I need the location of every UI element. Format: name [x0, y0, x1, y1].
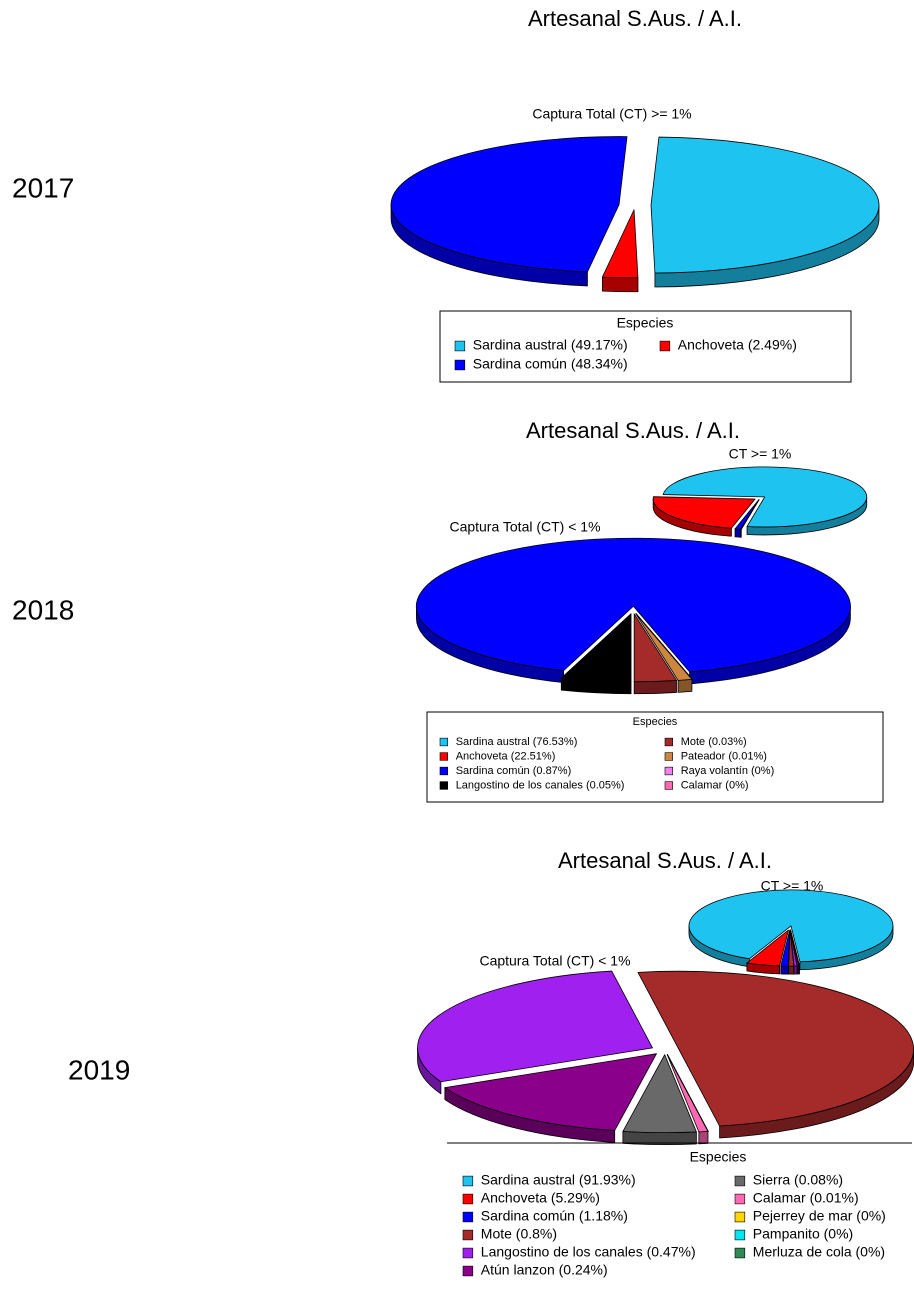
slice-side	[634, 680, 676, 693]
chart-title: Artesanal S.Aus. / A.I.	[528, 6, 742, 31]
legend-swatch	[665, 767, 673, 775]
legend-label: Raya volantín (0%)	[681, 765, 775, 777]
legend-swatch	[455, 360, 465, 370]
legend-swatch	[665, 782, 673, 790]
legend-label: Sardina austral (76.53%)	[456, 736, 578, 748]
legend-label: Sardina común (1.18%)	[481, 1208, 628, 1224]
legend-label: Pateador (0.01%)	[681, 750, 767, 762]
legend-label: Anchoveta (2.49%)	[678, 337, 797, 353]
legend-label: Anchoveta (5.29%)	[481, 1190, 600, 1206]
legend-label: Sardina común (48.34%)	[473, 356, 628, 372]
legend-swatch	[735, 1212, 745, 1222]
legend-swatch	[660, 341, 670, 351]
legend-swatch	[665, 738, 673, 746]
legend-label: Sardina austral (49.17%)	[473, 337, 628, 353]
detail-title: Captura Total (CT) < 1%	[449, 519, 600, 535]
legend-label: Sardina austral (91.93%)	[481, 1172, 636, 1188]
slice-side	[602, 277, 638, 292]
legend-label: Atún lanzon (0.24%)	[481, 1262, 608, 1278]
legend-swatch	[440, 753, 448, 761]
slice-side	[794, 966, 797, 974]
legend-label: Sierra (0.08%)	[753, 1172, 843, 1188]
legend-swatch	[735, 1194, 745, 1204]
year-label: 2017	[12, 172, 74, 203]
chart-title: Artesanal S.Aus. / A.I.	[526, 418, 740, 443]
legend-label: Calamar (0%)	[681, 779, 749, 791]
legend-swatch	[463, 1266, 473, 1276]
legend-label: Langostino de los canales (0.05%)	[456, 779, 625, 791]
legend-swatch	[665, 753, 673, 761]
legend-label: Mote (0.03%)	[681, 736, 747, 748]
chart-title: Artesanal S.Aus. / A.I.	[558, 848, 772, 873]
legend-swatch	[455, 341, 465, 351]
slice	[416, 538, 850, 672]
legend-label: Pampanito (0%)	[753, 1226, 853, 1242]
legend-label: Sardina común (0.87%)	[456, 765, 572, 777]
year-label: 2019	[68, 1054, 130, 1085]
legend-swatch	[735, 1248, 745, 1258]
legend-swatch	[735, 1230, 745, 1240]
legend-swatch	[463, 1230, 473, 1240]
legend-swatch	[440, 738, 448, 746]
legend-swatch	[463, 1194, 473, 1204]
legend-title: Especies	[690, 1149, 747, 1165]
pie-title: CT >= 1%	[729, 446, 792, 462]
slice-side	[781, 966, 789, 974]
slice-side	[735, 529, 740, 537]
legend-label: Merluza de cola (0%)	[753, 1244, 885, 1260]
legend-swatch	[735, 1176, 745, 1186]
legend-label: Langostino de los canales (0.47%)	[481, 1244, 696, 1260]
legend-label: Mote (0.8%)	[481, 1226, 557, 1242]
detail-title: Captura Total (CT) < 1%	[479, 953, 630, 969]
legend-title: Especies	[617, 315, 674, 331]
legend-swatch	[440, 782, 448, 790]
legend-label: Calamar (0.01%)	[753, 1190, 859, 1206]
slice-side	[699, 1131, 708, 1143]
legend-swatch	[463, 1212, 473, 1222]
legend-swatch	[463, 1248, 473, 1258]
year-label: 2018	[12, 594, 74, 625]
slice-side	[678, 679, 692, 692]
slice-side	[789, 966, 794, 974]
legend-label: Anchoveta (22.51%)	[456, 750, 556, 762]
legend-swatch	[440, 767, 448, 775]
legend-swatch	[463, 1176, 473, 1186]
legend-title: Especies	[633, 716, 678, 728]
pie-title: Captura Total (CT) >= 1%	[532, 106, 691, 122]
legend-label: Pejerrey de mar (0%)	[753, 1208, 886, 1224]
